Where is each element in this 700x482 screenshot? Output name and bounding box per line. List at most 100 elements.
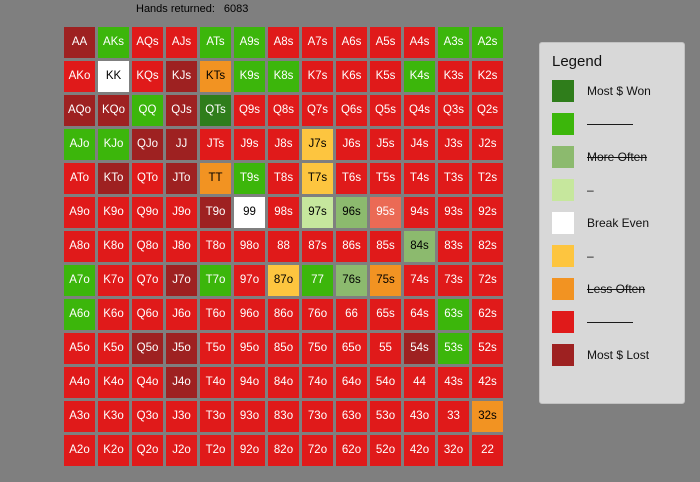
hand-cell-96o[interactable]: 96o — [234, 299, 265, 330]
hand-cell-QTs[interactable]: QTs — [200, 95, 231, 126]
hand-cell-82s[interactable]: 82s — [472, 231, 503, 262]
hand-cell-A2o[interactable]: A2o — [64, 435, 95, 466]
hand-cell-QTo[interactable]: QTo — [132, 163, 163, 194]
hand-cell-K2o[interactable]: K2o — [98, 435, 129, 466]
hand-cell-62s[interactable]: 62s — [472, 299, 503, 330]
hand-cell-Q8o[interactable]: Q8o — [132, 231, 163, 262]
hand-cell-J2o[interactable]: J2o — [166, 435, 197, 466]
hand-cell-K2s[interactable]: K2s — [472, 61, 503, 92]
hand-cell-99[interactable]: 99 — [234, 197, 265, 228]
hand-cell-83o[interactable]: 83o — [268, 401, 299, 432]
hand-cell-Q4s[interactable]: Q4s — [404, 95, 435, 126]
hand-cell-T4s[interactable]: T4s — [404, 163, 435, 194]
hand-cell-T4o[interactable]: T4o — [200, 367, 231, 398]
hand-cell-T2o[interactable]: T2o — [200, 435, 231, 466]
hand-cell-Q7o[interactable]: Q7o — [132, 265, 163, 296]
hand-cell-Q9s[interactable]: Q9s — [234, 95, 265, 126]
hand-cell-K4s[interactable]: K4s — [404, 61, 435, 92]
hand-cell-66[interactable]: 66 — [336, 299, 367, 330]
hand-cell-J6o[interactable]: J6o — [166, 299, 197, 330]
hand-cell-Q7s[interactable]: Q7s — [302, 95, 333, 126]
hand-cell-QJs[interactable]: QJs — [166, 95, 197, 126]
hand-cell-KK[interactable]: KK — [98, 61, 129, 92]
hand-cell-J4s[interactable]: J4s — [404, 129, 435, 160]
hand-cell-QQ[interactable]: QQ — [132, 95, 163, 126]
hand-cell-87o[interactable]: 87o — [268, 265, 299, 296]
hand-cell-AKs[interactable]: AKs — [98, 27, 129, 58]
hand-cell-92s[interactable]: 92s — [472, 197, 503, 228]
hand-cell-J5s[interactable]: J5s — [370, 129, 401, 160]
hand-cell-75s[interactable]: 75s — [370, 265, 401, 296]
hand-cell-86s[interactable]: 86s — [336, 231, 367, 262]
hand-cell-83s[interactable]: 83s — [438, 231, 469, 262]
hand-cell-64s[interactable]: 64s — [404, 299, 435, 330]
hand-cell-A6o[interactable]: A6o — [64, 299, 95, 330]
hand-cell-Q2s[interactable]: Q2s — [472, 95, 503, 126]
hand-cell-A3o[interactable]: A3o — [64, 401, 95, 432]
hand-cell-K8o[interactable]: K8o — [98, 231, 129, 262]
hand-cell-K3o[interactable]: K3o — [98, 401, 129, 432]
hand-cell-A3s[interactable]: A3s — [438, 27, 469, 58]
hand-cell-K9s[interactable]: K9s — [234, 61, 265, 92]
hand-cell-AQo[interactable]: AQo — [64, 95, 95, 126]
hand-cell-K9o[interactable]: K9o — [98, 197, 129, 228]
hand-cell-K7s[interactable]: K7s — [302, 61, 333, 92]
hand-cell-KQs[interactable]: KQs — [132, 61, 163, 92]
hand-cell-ATo[interactable]: ATo — [64, 163, 95, 194]
hand-cell-A4s[interactable]: A4s — [404, 27, 435, 58]
hand-cell-T8s[interactable]: T8s — [268, 163, 299, 194]
hand-cell-J9s[interactable]: J9s — [234, 129, 265, 160]
hand-cell-52o[interactable]: 52o — [370, 435, 401, 466]
hand-cell-K6o[interactable]: K6o — [98, 299, 129, 330]
hand-cell-84s[interactable]: 84s — [404, 231, 435, 262]
hand-cell-82o[interactable]: 82o — [268, 435, 299, 466]
hand-cell-K5s[interactable]: K5s — [370, 61, 401, 92]
hand-cell-Q5o[interactable]: Q5o — [132, 333, 163, 364]
hand-cell-A4o[interactable]: A4o — [64, 367, 95, 398]
hand-cell-Q3o[interactable]: Q3o — [132, 401, 163, 432]
hand-cell-J2s[interactable]: J2s — [472, 129, 503, 160]
hand-cell-T6o[interactable]: T6o — [200, 299, 231, 330]
hand-cell-32o[interactable]: 32o — [438, 435, 469, 466]
hand-cell-73o[interactable]: 73o — [302, 401, 333, 432]
hand-cell-A8o[interactable]: A8o — [64, 231, 95, 262]
hand-cell-A8s[interactable]: A8s — [268, 27, 299, 58]
hand-cell-55[interactable]: 55 — [370, 333, 401, 364]
hand-cell-Q2o[interactable]: Q2o — [132, 435, 163, 466]
hand-cell-98s[interactable]: 98s — [268, 197, 299, 228]
hand-cell-53s[interactable]: 53s — [438, 333, 469, 364]
hand-cell-63s[interactable]: 63s — [438, 299, 469, 330]
hand-cell-J3o[interactable]: J3o — [166, 401, 197, 432]
hand-cell-75o[interactable]: 75o — [302, 333, 333, 364]
hand-cell-22[interactable]: 22 — [472, 435, 503, 466]
hand-cell-72s[interactable]: 72s — [472, 265, 503, 296]
hand-cell-95o[interactable]: 95o — [234, 333, 265, 364]
hand-cell-43o[interactable]: 43o — [404, 401, 435, 432]
hand-cell-A7s[interactable]: A7s — [302, 27, 333, 58]
hand-cell-T2s[interactable]: T2s — [472, 163, 503, 194]
hand-cell-32s[interactable]: 32s — [472, 401, 503, 432]
hand-cell-T5s[interactable]: T5s — [370, 163, 401, 194]
hand-cell-J7s[interactable]: J7s — [302, 129, 333, 160]
hand-cell-T9s[interactable]: T9s — [234, 163, 265, 194]
hand-cell-T3s[interactable]: T3s — [438, 163, 469, 194]
hand-cell-T5o[interactable]: T5o — [200, 333, 231, 364]
hand-cell-A6s[interactable]: A6s — [336, 27, 367, 58]
hand-cell-65s[interactable]: 65s — [370, 299, 401, 330]
hand-cell-53o[interactable]: 53o — [370, 401, 401, 432]
hand-cell-93s[interactable]: 93s — [438, 197, 469, 228]
hand-cell-95s[interactable]: 95s — [370, 197, 401, 228]
hand-cell-J4o[interactable]: J4o — [166, 367, 197, 398]
hand-cell-JTs[interactable]: JTs — [200, 129, 231, 160]
hand-cell-64o[interactable]: 64o — [336, 367, 367, 398]
hand-cell-Q9o[interactable]: Q9o — [132, 197, 163, 228]
hand-cell-86o[interactable]: 86o — [268, 299, 299, 330]
hand-cell-A9o[interactable]: A9o — [64, 197, 95, 228]
hand-cell-85s[interactable]: 85s — [370, 231, 401, 262]
hand-cell-AKo[interactable]: AKo — [64, 61, 95, 92]
hand-cell-A5o[interactable]: A5o — [64, 333, 95, 364]
hand-cell-74s[interactable]: 74s — [404, 265, 435, 296]
hand-cell-J8s[interactable]: J8s — [268, 129, 299, 160]
hand-cell-54o[interactable]: 54o — [370, 367, 401, 398]
hand-cell-T7o[interactable]: T7o — [200, 265, 231, 296]
